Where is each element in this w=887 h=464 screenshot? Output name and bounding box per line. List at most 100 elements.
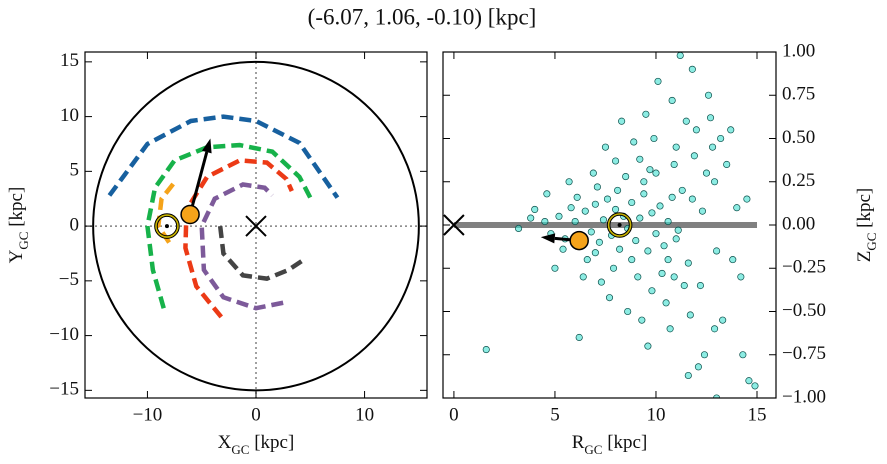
star-point: [644, 247, 652, 255]
position-marker: [569, 230, 589, 251]
y-tick-label: 0.75: [782, 84, 815, 105]
y-tick-label: −0.75: [782, 343, 826, 364]
y-axis-label: YGC [kpc]: [6, 187, 31, 264]
arm-segment: [155, 180, 177, 244]
axis-label-part: GC: [584, 442, 602, 457]
sun-marker-center: [164, 224, 169, 229]
x-tick-label: −10: [133, 404, 163, 425]
y-tick-label: −5: [59, 269, 79, 290]
sun-marker-ring: [155, 214, 179, 238]
star-point: [678, 186, 686, 194]
axes-frame: [442, 51, 777, 399]
arrow-head: [201, 138, 212, 154]
y-tick-label: −0.50: [782, 300, 826, 321]
star-point: [654, 77, 662, 85]
star-point: [751, 382, 759, 390]
figure-title: (-6.07, 1.06, -0.10) [kpc]: [308, 4, 537, 29]
star-point: [601, 143, 610, 151]
star-point: [674, 226, 682, 234]
star-point: [666, 325, 674, 333]
star-point: [670, 273, 678, 281]
star-point: [745, 377, 753, 385]
origin-marker: [245, 215, 267, 237]
star-point: [597, 278, 605, 286]
star-point: [551, 264, 559, 272]
star-point: [739, 351, 747, 359]
star-point: [684, 371, 692, 380]
star-point: [589, 169, 597, 177]
axis-label-part: GC: [864, 233, 879, 251]
axis-label-part: GC: [16, 232, 31, 250]
star-point: [636, 214, 644, 222]
star-point: [727, 126, 735, 134]
y-axis-label: ZGC [kpc]: [854, 188, 879, 263]
axis-label-part: R: [572, 432, 585, 453]
star-point: [664, 256, 672, 264]
x-tick-label: 5: [550, 404, 560, 425]
star-point: [527, 214, 535, 222]
arm-segment: [183, 158, 294, 319]
star-point: [704, 91, 713, 99]
star-point: [583, 256, 591, 264]
star-point: [624, 307, 632, 316]
star-point: [603, 195, 612, 203]
axes-frame: [84, 51, 428, 399]
star-point: [658, 269, 666, 277]
origin-marker: [443, 214, 465, 236]
star-point: [599, 216, 607, 224]
star-point: [644, 342, 652, 350]
star-point: [593, 183, 601, 191]
star-point: [595, 238, 603, 246]
star-point: [632, 237, 640, 245]
star-point: [702, 169, 711, 177]
star-point: [688, 195, 696, 203]
velocity-arrow: [188, 151, 209, 215]
star-point: [690, 152, 698, 160]
star-point: [729, 256, 737, 264]
star-point: [609, 264, 618, 272]
axis-label-part: X: [218, 432, 232, 453]
star-point: [614, 186, 622, 194]
axis-label-part: [kpc]: [6, 187, 27, 232]
star-point: [573, 193, 581, 201]
star-point: [642, 110, 650, 118]
axis-label-part: [kpc]: [249, 432, 294, 453]
star-point: [656, 202, 664, 210]
star-point: [696, 281, 704, 290]
axis-label-part: Z: [854, 251, 875, 263]
y-tick-label: −0.25: [782, 257, 826, 278]
star-point: [531, 205, 539, 213]
boundary-circle: [92, 60, 420, 392]
plot-area: [453, 52, 759, 398]
star-point: [636, 155, 644, 163]
star-point: [581, 207, 589, 215]
star-point: [692, 126, 700, 134]
star-point: [686, 311, 694, 319]
star-point: [555, 212, 563, 220]
star-point: [543, 190, 551, 198]
star-point: [648, 209, 656, 217]
y-tick-label: −15: [49, 379, 79, 400]
arm-segment: [107, 114, 340, 199]
arm-segment: [217, 225, 307, 281]
star-point: [616, 245, 624, 253]
axis-label-part: Y: [6, 249, 27, 263]
star-point: [638, 316, 646, 324]
y-tick-label: −10: [49, 324, 79, 345]
position-marker: [180, 204, 200, 225]
arm-segment: [145, 142, 313, 309]
star-point: [587, 228, 595, 236]
star-point: [706, 114, 715, 122]
star-point: [565, 178, 573, 186]
y-tick-label: 0.25: [782, 170, 815, 191]
star-point: [482, 346, 490, 354]
star-point: [717, 134, 725, 143]
star-point: [694, 363, 702, 371]
star-point: [660, 242, 668, 250]
x-tick-label: 10: [355, 404, 374, 425]
y-tick-label: 0.50: [782, 127, 815, 148]
star-point: [652, 169, 660, 177]
star-point: [713, 247, 721, 255]
arrow-head: [540, 233, 556, 244]
